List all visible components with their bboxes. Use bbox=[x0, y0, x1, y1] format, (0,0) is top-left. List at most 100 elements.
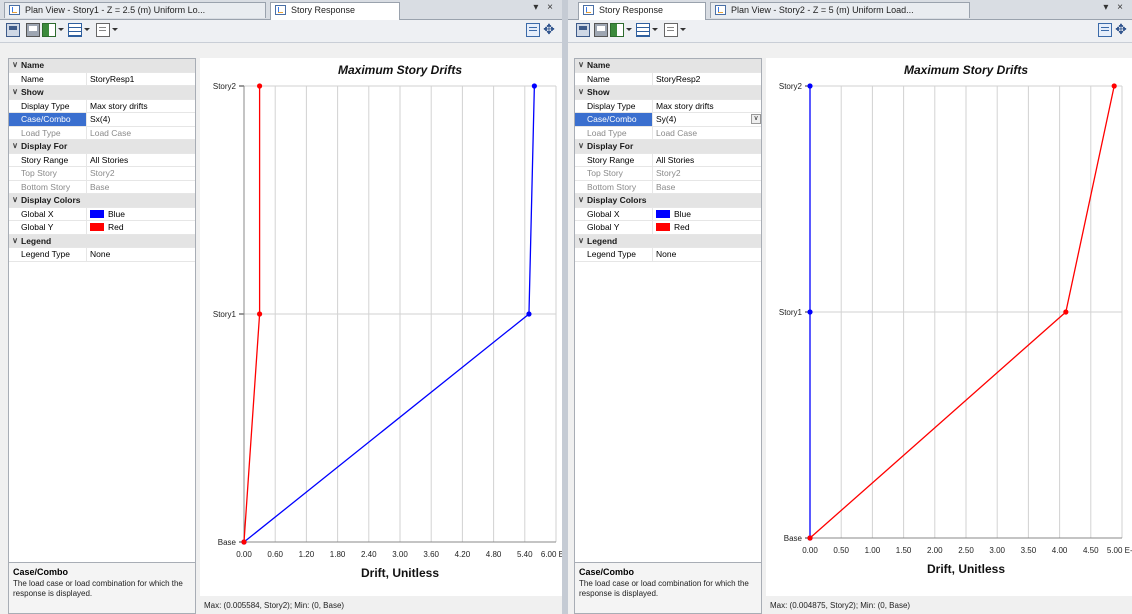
property-row[interactable]: Legend Type None bbox=[575, 248, 761, 262]
table-view-dropdown-icon[interactable] bbox=[652, 28, 658, 31]
collapse-chevron-icon[interactable]: ∨ bbox=[578, 195, 584, 204]
collapse-chevron-icon[interactable]: ∨ bbox=[12, 141, 18, 150]
property-row[interactable]: Top Story Story2 bbox=[575, 167, 761, 181]
table-view-icon[interactable] bbox=[68, 23, 82, 37]
property-row[interactable]: Global X Blue bbox=[575, 207, 761, 221]
window-menu-close-buttons[interactable]: ▾ × bbox=[1103, 2, 1126, 13]
property-category[interactable]: ∨ Name bbox=[575, 59, 761, 73]
property-value[interactable]: Blue bbox=[87, 208, 195, 221]
report-icon[interactable] bbox=[664, 23, 678, 37]
collapse-chevron-icon[interactable]: ∨ bbox=[578, 60, 584, 69]
property-row[interactable]: Name StoryResp2 bbox=[575, 72, 761, 86]
property-row[interactable]: Legend Type None bbox=[9, 248, 195, 262]
move-icon[interactable]: ✥ bbox=[543, 21, 555, 37]
export-dropdown-icon[interactable] bbox=[58, 28, 64, 31]
table-view-dropdown-icon[interactable] bbox=[84, 28, 90, 31]
property-category[interactable]: ∨ Show bbox=[575, 86, 761, 100]
dropdown-arrow-icon[interactable]: ∨ bbox=[751, 114, 761, 124]
property-value[interactable]: Load Case bbox=[653, 127, 761, 140]
property-key: Load Type bbox=[575, 126, 653, 139]
property-row[interactable]: Story Range All Stories bbox=[575, 153, 761, 167]
property-category[interactable]: ∨ Display Colors bbox=[9, 194, 195, 208]
properties-toggle-icon[interactable] bbox=[1098, 23, 1112, 37]
data-point bbox=[257, 83, 263, 89]
property-value[interactable]: None bbox=[653, 248, 761, 261]
property-value[interactable]: Max story drifts bbox=[653, 100, 761, 113]
tab-story-response[interactable]: Story Response bbox=[578, 2, 706, 20]
print-icon[interactable] bbox=[26, 23, 40, 37]
property-value[interactable]: Story2 bbox=[87, 167, 195, 180]
property-row[interactable]: Display Type Max story drifts bbox=[575, 99, 761, 113]
collapse-chevron-icon[interactable]: ∨ bbox=[12, 235, 18, 245]
property-value[interactable]: Max story drifts bbox=[87, 100, 195, 113]
window-menu-close-buttons[interactable]: ▾ × bbox=[533, 2, 556, 13]
tab-story-response[interactable]: Story Response bbox=[270, 2, 400, 20]
x-tick-label: 2.00 bbox=[927, 546, 943, 555]
property-row[interactable]: Name StoryResp1 bbox=[9, 72, 195, 86]
property-value[interactable]: Sy(4) ∨ bbox=[653, 113, 761, 126]
property-value[interactable]: Sx(4) bbox=[87, 113, 195, 126]
tab-plan-view-story2[interactable]: Plan View - Story2 - Z = 5 (m) Uniform L… bbox=[710, 2, 970, 18]
property-category[interactable]: ∨ Legend bbox=[575, 234, 761, 248]
toolbar: ✥ bbox=[0, 20, 562, 43]
export-icon[interactable] bbox=[42, 23, 56, 37]
property-row[interactable]: Global Y Red bbox=[9, 221, 195, 235]
property-row[interactable]: Top Story Story2 bbox=[9, 167, 195, 181]
property-category[interactable]: ∨ Display Colors bbox=[575, 194, 761, 208]
property-category[interactable]: ∨ Name bbox=[9, 59, 195, 73]
save-icon[interactable] bbox=[6, 23, 20, 37]
property-row[interactable]: Load Type Load Case bbox=[9, 126, 195, 140]
y-tick-label: Story2 bbox=[213, 82, 237, 91]
report-icon[interactable] bbox=[96, 23, 110, 37]
collapse-chevron-icon[interactable]: ∨ bbox=[578, 87, 584, 96]
table-view-icon[interactable] bbox=[636, 23, 650, 37]
property-value[interactable]: All Stories bbox=[87, 154, 195, 167]
property-value[interactable]: StoryResp2 bbox=[653, 73, 761, 86]
property-key: Story Range bbox=[575, 153, 653, 166]
property-value[interactable]: Base bbox=[653, 181, 761, 194]
property-value[interactable]: Red bbox=[87, 221, 195, 234]
collapse-chevron-icon[interactable]: ∨ bbox=[12, 195, 18, 204]
collapse-chevron-icon[interactable]: ∨ bbox=[12, 87, 18, 96]
property-row[interactable]: Bottom Story Base bbox=[575, 180, 761, 194]
property-value[interactable]: Blue bbox=[653, 208, 761, 221]
property-value[interactable]: Base bbox=[87, 181, 195, 194]
property-row[interactable]: Global Y Red bbox=[575, 221, 761, 235]
property-category[interactable]: ∨ Legend bbox=[9, 234, 195, 248]
tab-plan-view-story1[interactable]: Plan View - Story1 - Z = 2.5 (m) Uniform… bbox=[4, 2, 266, 18]
save-icon[interactable] bbox=[576, 23, 590, 37]
property-key: Global Y bbox=[575, 221, 653, 234]
export-icon[interactable] bbox=[610, 23, 624, 37]
property-row[interactable]: Display Type Max story drifts bbox=[9, 99, 195, 113]
property-row[interactable]: Bottom Story Base bbox=[9, 180, 195, 194]
property-value[interactable]: All Stories bbox=[653, 154, 761, 167]
property-value[interactable]: Story2 bbox=[653, 167, 761, 180]
property-row[interactable]: Case/Combo Sx(4) bbox=[9, 113, 195, 127]
collapse-chevron-icon[interactable]: ∨ bbox=[578, 141, 584, 150]
report-dropdown-icon[interactable] bbox=[112, 28, 118, 31]
export-dropdown-icon[interactable] bbox=[626, 28, 632, 31]
property-row[interactable]: Load Type Load Case bbox=[575, 126, 761, 140]
move-icon[interactable]: ✥ bbox=[1115, 21, 1127, 37]
property-value[interactable]: Load Case bbox=[87, 127, 195, 140]
property-row[interactable]: Story Range All Stories bbox=[9, 153, 195, 167]
property-value[interactable]: StoryResp1 bbox=[87, 73, 195, 86]
collapse-chevron-icon[interactable]: ∨ bbox=[12, 60, 18, 69]
category-label: Display For bbox=[587, 141, 634, 151]
story-response-icon bbox=[275, 5, 286, 15]
property-row[interactable]: Case/Combo Sy(4) ∨ bbox=[575, 113, 761, 127]
properties-toggle-icon[interactable] bbox=[526, 23, 540, 37]
property-category[interactable]: ∨ Display For bbox=[575, 140, 761, 154]
property-category[interactable]: ∨ Show bbox=[9, 86, 195, 100]
collapse-chevron-icon[interactable]: ∨ bbox=[578, 235, 584, 245]
property-value[interactable]: None bbox=[87, 248, 195, 261]
property-row[interactable]: Global X Blue bbox=[9, 207, 195, 221]
print-icon[interactable] bbox=[594, 23, 608, 37]
property-value[interactable]: Red bbox=[653, 221, 761, 234]
property-category[interactable]: ∨ Display For bbox=[9, 140, 195, 154]
report-dropdown-icon[interactable] bbox=[680, 28, 686, 31]
pane-splitter[interactable] bbox=[562, 0, 568, 614]
x-tick-label: 3.00 bbox=[989, 546, 1005, 555]
chart-title: Maximum Story Drifts bbox=[338, 63, 462, 77]
category-label: Legend bbox=[21, 235, 52, 246]
